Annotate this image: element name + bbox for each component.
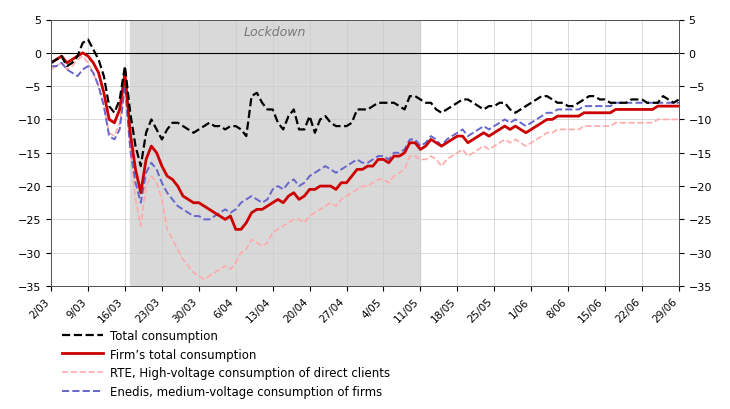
Legend: Total consumption, Firm’s total consumption, RTE, High-voltage consumption of di: Total consumption, Firm’s total consumpt… [57, 324, 395, 403]
Text: Lockdown: Lockdown [244, 26, 307, 39]
Bar [130, 20, 420, 286]
